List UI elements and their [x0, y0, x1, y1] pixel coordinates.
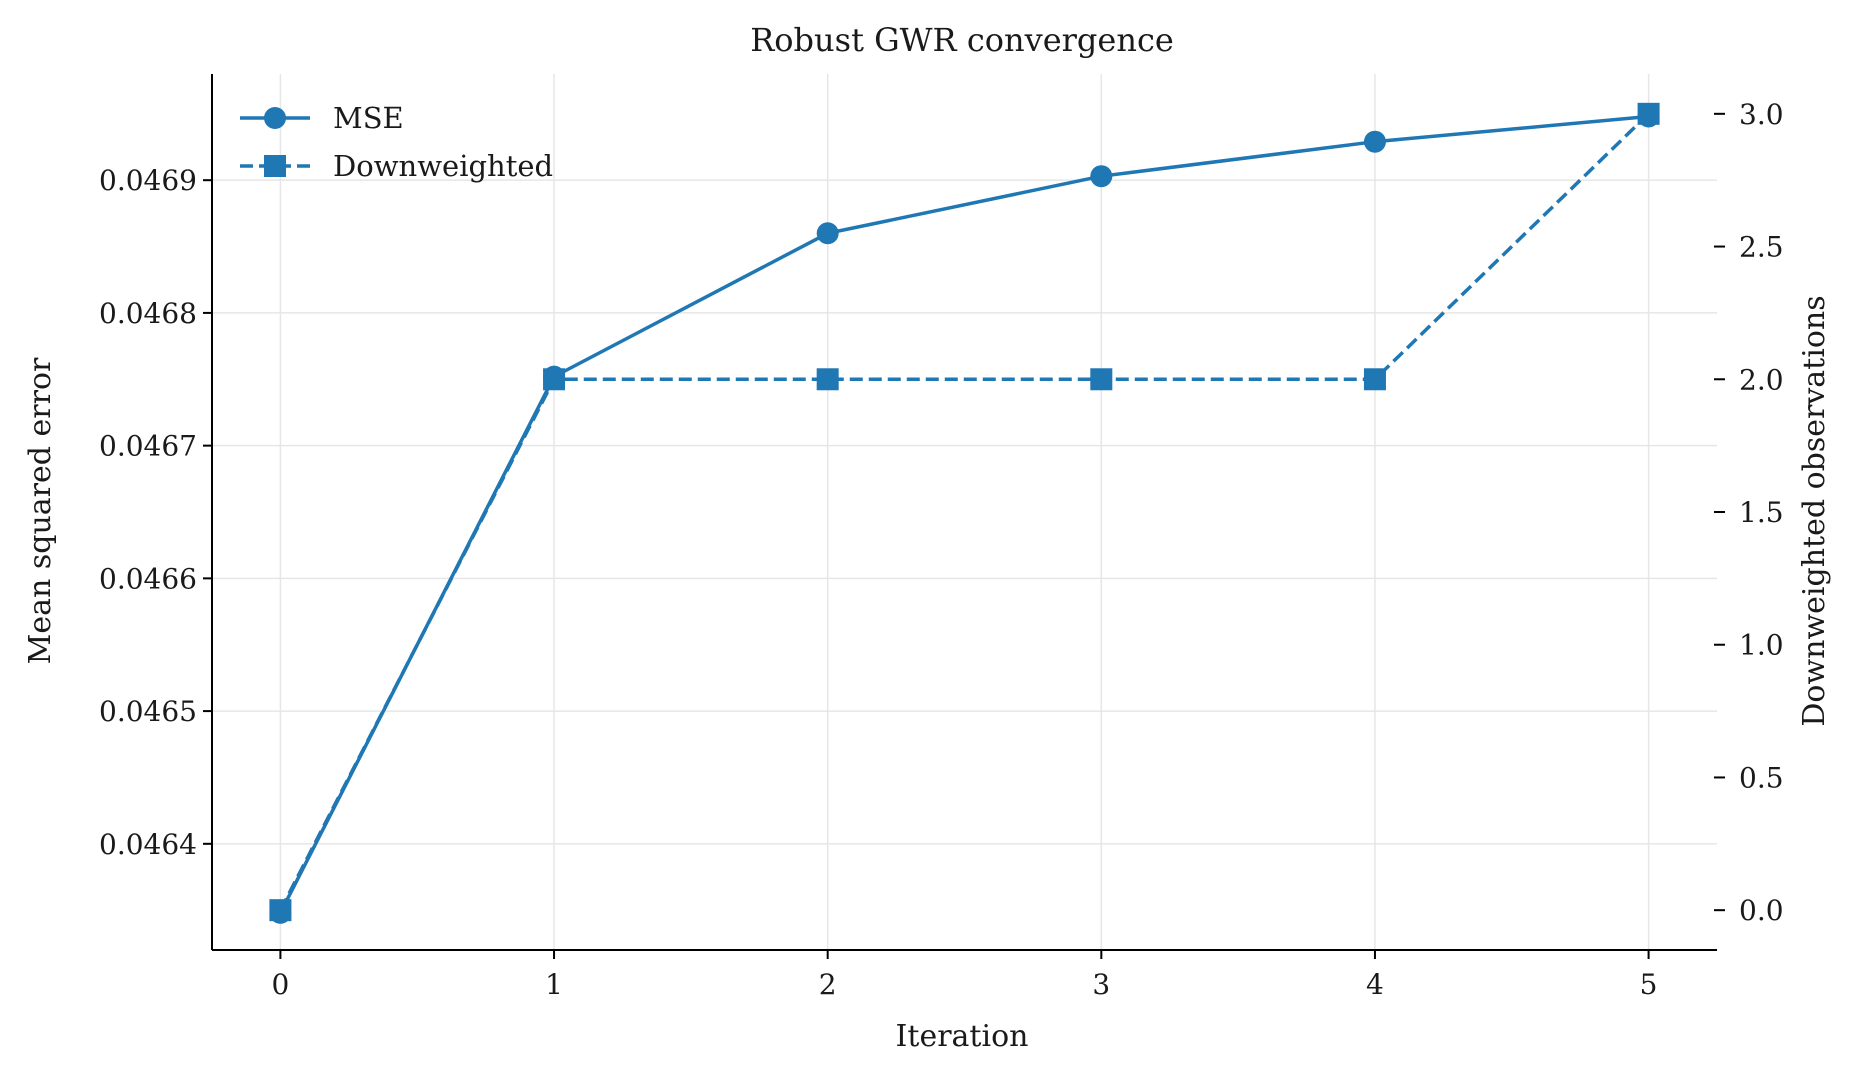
legend-label-downweighted: Downweighted	[333, 149, 553, 183]
y2-tick-label: 1.5	[1739, 496, 1784, 529]
y2-tick-label: 2.5	[1739, 231, 1784, 264]
chart-title: Robust GWR convergence	[750, 21, 1174, 59]
y-tick-label: 0.0464	[99, 828, 197, 861]
x-axis-label: Iteration	[896, 1019, 1029, 1054]
x-tick-label: 2	[819, 968, 837, 1001]
series-line-downweighted	[278, 112, 1650, 911]
y2-tick-label: 2.0	[1739, 363, 1784, 396]
data-point-downweighted	[543, 368, 566, 391]
data-point-mse	[1090, 165, 1113, 188]
data-point-downweighted	[816, 368, 839, 391]
data-point-downweighted	[1090, 368, 1113, 391]
data-point-downweighted	[1363, 368, 1386, 391]
x-tick-label: 1	[545, 968, 563, 1001]
y-tick-label: 0.0465	[99, 695, 197, 728]
x-tick-label: 0	[271, 968, 289, 1001]
y2-tick-label: 0.5	[1739, 761, 1784, 794]
y-tick-label: 0.0469	[99, 164, 197, 197]
y-axis-label: Mean squared error	[23, 357, 58, 664]
y-tick-label: 0.0466	[99, 562, 197, 595]
ticks: 0 1 2 3 4 5 0.0464 0.0465 0.0466 0.0467 0.0468 0.04…	[99, 98, 1784, 1001]
x-tick-label: 5	[1640, 968, 1658, 1001]
axes	[211, 74, 1717, 951]
data-point-downweighted	[269, 899, 292, 922]
legend-label-mse: MSE	[333, 101, 404, 135]
data-point-mse	[1363, 130, 1386, 153]
grid	[212, 74, 1717, 950]
legend: MSE Downweighted	[240, 101, 553, 183]
y-tick-label: 0.0467	[99, 430, 197, 463]
y2-axis-label: Downweighted observations	[1797, 295, 1832, 726]
x-tick-label: 3	[1092, 968, 1110, 1001]
series-layer	[269, 102, 1660, 924]
y2-tick-label: 3.0	[1739, 98, 1784, 131]
legend-marker-downweighted	[264, 155, 286, 177]
data-point-mse	[816, 222, 839, 245]
y2-tick-label: 0.0	[1739, 894, 1784, 927]
y2-tick-label: 1.0	[1739, 629, 1784, 662]
x-tick-label: 4	[1366, 968, 1384, 1001]
data-point-downweighted	[1637, 102, 1660, 125]
y-tick-label: 0.0468	[99, 297, 197, 330]
legend-marker-mse	[264, 107, 286, 129]
